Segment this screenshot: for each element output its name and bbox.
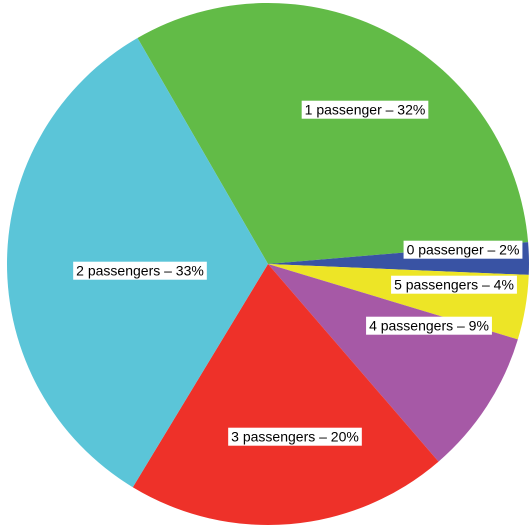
data-label: 3 passengers – 20% (231, 429, 359, 445)
data-label: 0 passenger – 2% (407, 242, 520, 258)
label-box (366, 316, 492, 335)
data-label-group: 3 passengers – 20% (228, 427, 362, 446)
pie-slice (132, 264, 439, 525)
label-box (391, 275, 517, 294)
pie-slice (268, 264, 518, 462)
data-label-group: 2 passengers – 33% (73, 261, 207, 280)
label-box (73, 261, 207, 280)
data-label: 2 passengers – 33% (76, 263, 204, 279)
label-box (403, 240, 523, 259)
label-box (301, 100, 429, 119)
pie-slice (137, 2, 529, 264)
data-label: 1 passenger – 32% (305, 102, 426, 118)
data-label-group: 0 passenger – 2% (403, 240, 523, 259)
data-label: 4 passengers – 9% (369, 318, 489, 334)
data-label-group: 5 passengers – 4% (391, 275, 517, 294)
data-label: 5 passengers – 4% (394, 277, 514, 293)
data-label-group: 4 passengers – 9% (366, 316, 492, 335)
label-box (228, 427, 362, 446)
data-label-group: 1 passenger – 32% (301, 100, 429, 119)
